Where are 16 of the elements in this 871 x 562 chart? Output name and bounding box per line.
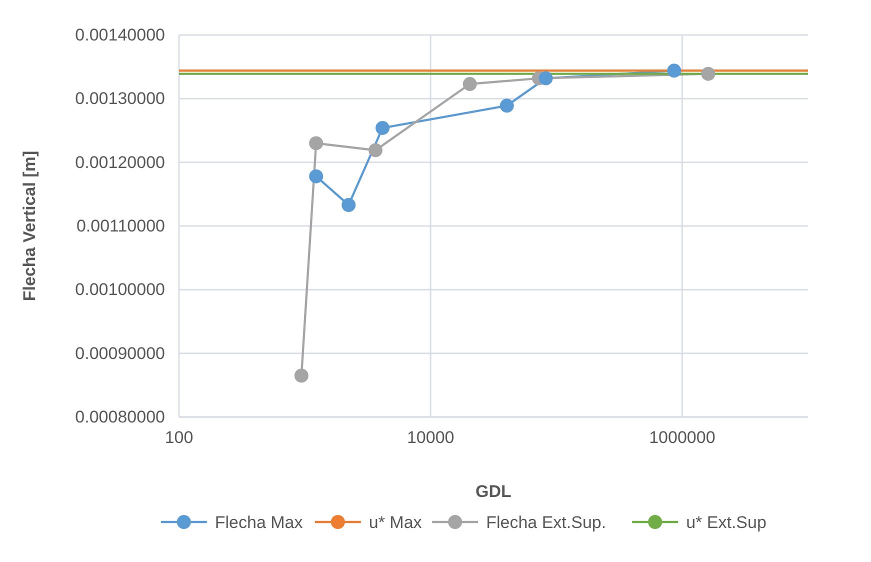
y-tick-label: 0.00140000 [75, 25, 165, 44]
y-axis-title: Flecha Vertical [m] [20, 150, 39, 302]
legend-label: Flecha Max [214, 513, 304, 532]
x-tick-label: 100 [164, 428, 194, 448]
y-tick-label: 0.00130000 [75, 89, 165, 108]
y-tick-label: 0.00090000 [75, 344, 165, 363]
legend-label: u* Max [368, 513, 422, 532]
x-tick-label: 1000000 [649, 428, 716, 448]
legend-label: Flecha Ext.Sup. [486, 513, 606, 532]
y-tick-label: 0.00110000 [76, 216, 165, 236]
x-tick-label: 10000 [406, 428, 454, 448]
y-tick-label: 0.00100000 [75, 280, 165, 300]
x-axis-title: GDL [476, 482, 512, 501]
legend-label: u* Ext.Sup [686, 513, 766, 532]
y-tick-label: 0.00080000 [75, 407, 165, 426]
y-tick-label: 0.00120000 [75, 152, 165, 172]
